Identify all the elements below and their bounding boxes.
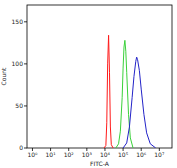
y-tick-label: 150 bbox=[12, 18, 24, 25]
x-tick-label: 10⁶ bbox=[136, 151, 147, 158]
chart: 0 50 100 150 10⁰ 10¹ 10² 10³ 10⁴ 10⁵ 10⁶ 10⁷ FITC-A C… bbox=[0, 0, 177, 168]
y-tick bbox=[24, 105, 27, 106]
y-tick-label: 100 bbox=[12, 60, 24, 67]
y-tick-label: 0 bbox=[19, 144, 23, 151]
series-group bbox=[104, 35, 156, 148]
x-tick-label: 10² bbox=[64, 151, 75, 158]
x-tick-label: 10⁴ bbox=[100, 151, 111, 158]
x-tick-label: 10⁰ bbox=[27, 151, 38, 158]
y-tick bbox=[24, 63, 27, 64]
y-tick bbox=[24, 21, 27, 22]
plot-frame bbox=[27, 5, 172, 148]
x-tick-label: 10³ bbox=[82, 151, 93, 158]
x-axis-label: FITC-A bbox=[90, 160, 110, 167]
histogram-line bbox=[104, 35, 113, 148]
x-tick-label: 10⁷ bbox=[154, 151, 165, 158]
y-tick bbox=[24, 148, 27, 149]
y-axis-label: Count bbox=[0, 67, 7, 85]
histogram-line bbox=[116, 40, 133, 148]
x-tick-label: 10¹ bbox=[46, 151, 57, 158]
histogram-line bbox=[123, 57, 156, 148]
y-tick-label: 50 bbox=[15, 102, 23, 109]
x-tick-label: 10⁵ bbox=[118, 151, 129, 158]
